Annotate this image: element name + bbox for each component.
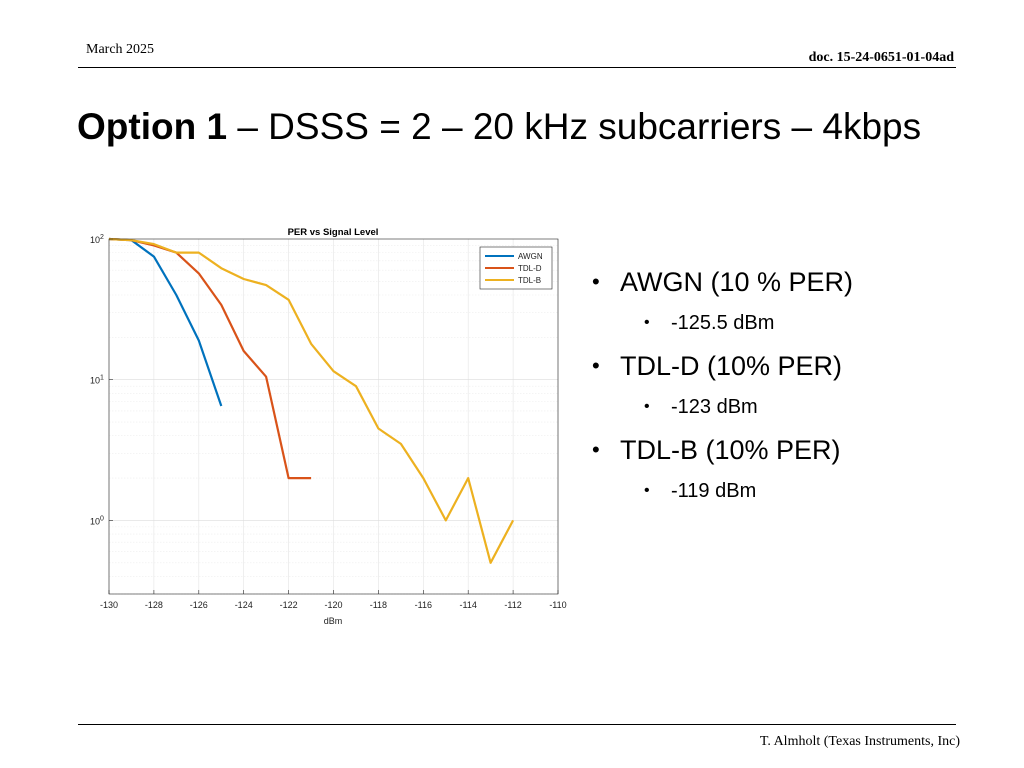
- footer-author: T. Almholt (Texas Instruments, Inc): [759, 734, 960, 749]
- slide-title-rest: – DSSS = 2 – 20 kHz subcarriers – 4kbps: [227, 106, 922, 147]
- header-date: March 2025: [86, 42, 155, 57]
- y-axis-ticks: 100 101 102: [90, 234, 113, 526]
- x-tick-label: -116: [415, 600, 432, 610]
- slide-title-bold: Option 1: [77, 106, 228, 147]
- series-line-tdl-d: [108, 237, 312, 480]
- bullet-tdl-d-value: -123 dBm: [592, 392, 992, 422]
- x-tick-label: -120: [324, 600, 342, 610]
- bullet-awgn-value: -125.5 dBm: [592, 308, 992, 338]
- x-tick-label: -122: [280, 600, 298, 610]
- chart-title: PER vs Signal Level: [288, 227, 379, 238]
- series-line-tdl-b: [108, 237, 515, 564]
- header-rule: [78, 67, 956, 68]
- x-axis-label: dBm: [324, 616, 343, 626]
- x-tick-label: -112: [504, 600, 521, 610]
- x-tick-label: -114: [460, 600, 477, 610]
- bullet-tdl-b-value: -119 dBm: [592, 476, 992, 506]
- legend-label: AWGN: [518, 252, 543, 261]
- x-tick-label: -124: [235, 600, 253, 610]
- bullet-tdl-d: TDL-D (10% PER): [592, 346, 992, 386]
- footer-rule: [78, 724, 956, 725]
- slide-title: Option 1 – DSSS = 2 – 20 kHz subcarriers…: [77, 106, 921, 148]
- y-tick-label: 102: [90, 234, 104, 245]
- header-doc-id: doc. 15-24-0651-01-04ad: [808, 50, 954, 65]
- y-tick-label: 101: [90, 375, 104, 386]
- chart-plot-area: [108, 237, 515, 564]
- x-tick-label: -128: [145, 600, 163, 610]
- y-tick-label: 100: [90, 515, 104, 526]
- x-tick-label: -110: [549, 600, 566, 610]
- bullet-awgn: AWGN (10 % PER): [592, 262, 992, 302]
- bullet-list: AWGN (10 % PER) -125.5 dBm TDL-D (10% PE…: [592, 262, 992, 514]
- bullet-tdl-b: TDL-B (10% PER): [592, 430, 992, 470]
- x-axis-ticks: -130 -128 -126 -124 -122 -120 -118 -116 -114 -112…: [100, 590, 567, 610]
- x-tick-label: -130: [100, 600, 118, 610]
- series-line-awgn: [108, 237, 223, 407]
- chart-legend: AWGN TDL-D TDL-B: [479, 246, 553, 290]
- legend-label: TDL-D: [518, 264, 542, 273]
- per-chart: PER vs Signal Level -130 -128 -126 -124 -122…: [90, 227, 567, 626]
- x-tick-label: -126: [190, 600, 208, 610]
- chart-grid: [108, 239, 559, 595]
- legend-label: TDL-B: [518, 276, 541, 285]
- x-tick-label: -118: [370, 600, 387, 610]
